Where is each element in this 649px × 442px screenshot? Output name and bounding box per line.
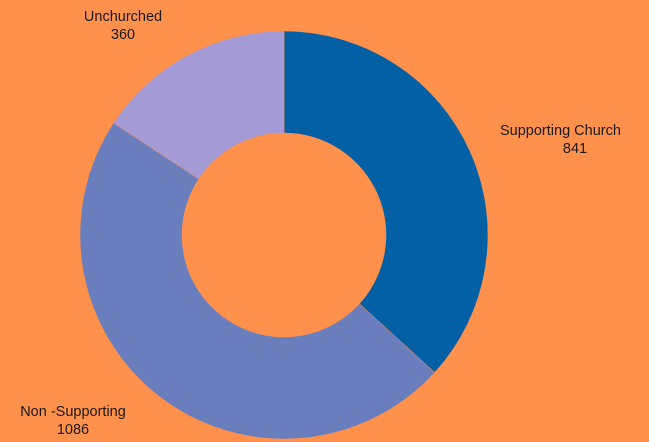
slice-name-supporting-church: Supporting Church [500, 123, 621, 139]
slice-value-supporting-church: 841 [562, 141, 588, 157]
slice-value-non-supporting: 1086 [56, 422, 90, 438]
slice-unchurched [113, 30, 285, 180]
slice-name-non-supporting: Non -Supporting [20, 404, 126, 420]
slice-label-non-supporting: Non -Supporting 1086 [8, 403, 138, 439]
slice-value-unchurched: 360 [110, 27, 136, 43]
slice-name-unchurched: Unchurched [83, 9, 163, 25]
slice-label-unchurched: Unchurched 360 [68, 8, 178, 44]
slice-label-supporting-church: Supporting Church 841 [500, 122, 649, 158]
slice-non-supporting [79, 122, 436, 440]
slice-supporting-church [283, 30, 489, 373]
